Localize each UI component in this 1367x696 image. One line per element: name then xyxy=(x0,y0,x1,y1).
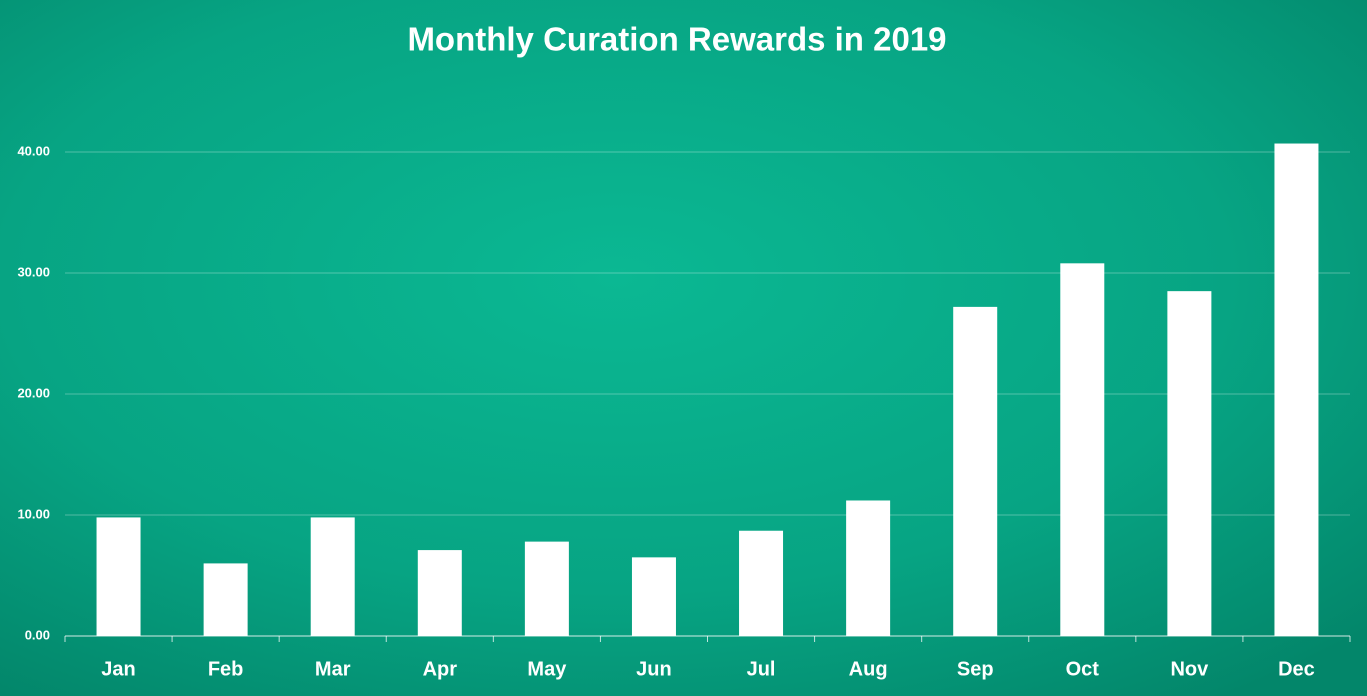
y-tick-label: 20.00 xyxy=(17,385,50,400)
bar xyxy=(203,563,248,636)
x-tick-label: May xyxy=(527,658,567,680)
x-tick-label: Jul xyxy=(747,658,776,680)
x-tick-label: Sep xyxy=(957,658,994,680)
x-tick-label: Mar xyxy=(315,658,351,680)
bar xyxy=(1274,143,1319,636)
x-tick-label: Jun xyxy=(636,658,672,680)
x-tick-label: Aug xyxy=(849,658,888,680)
x-tick-label: Apr xyxy=(423,658,458,680)
bar xyxy=(417,550,462,636)
bar xyxy=(310,517,355,636)
bar xyxy=(1060,263,1105,636)
bar xyxy=(524,541,569,636)
chart-title: Monthly Curation Rewards in 2019 xyxy=(407,21,946,58)
bar xyxy=(1167,291,1212,636)
bar xyxy=(631,557,676,636)
y-tick-label: 40.00 xyxy=(17,143,50,158)
y-tick-label: 10.00 xyxy=(17,506,50,521)
y-tick-label: 30.00 xyxy=(17,264,50,279)
x-tick-label: Feb xyxy=(208,658,244,680)
x-tick-label: Oct xyxy=(1066,658,1100,680)
x-tick-label: Jan xyxy=(101,658,135,680)
bar xyxy=(846,500,891,636)
y-tick-label: 0.00 xyxy=(25,627,50,642)
x-tick-label: Dec xyxy=(1278,658,1315,680)
bar xyxy=(96,517,141,636)
bar xyxy=(953,306,998,636)
x-tick-label: Nov xyxy=(1170,658,1209,680)
bar xyxy=(739,530,784,636)
